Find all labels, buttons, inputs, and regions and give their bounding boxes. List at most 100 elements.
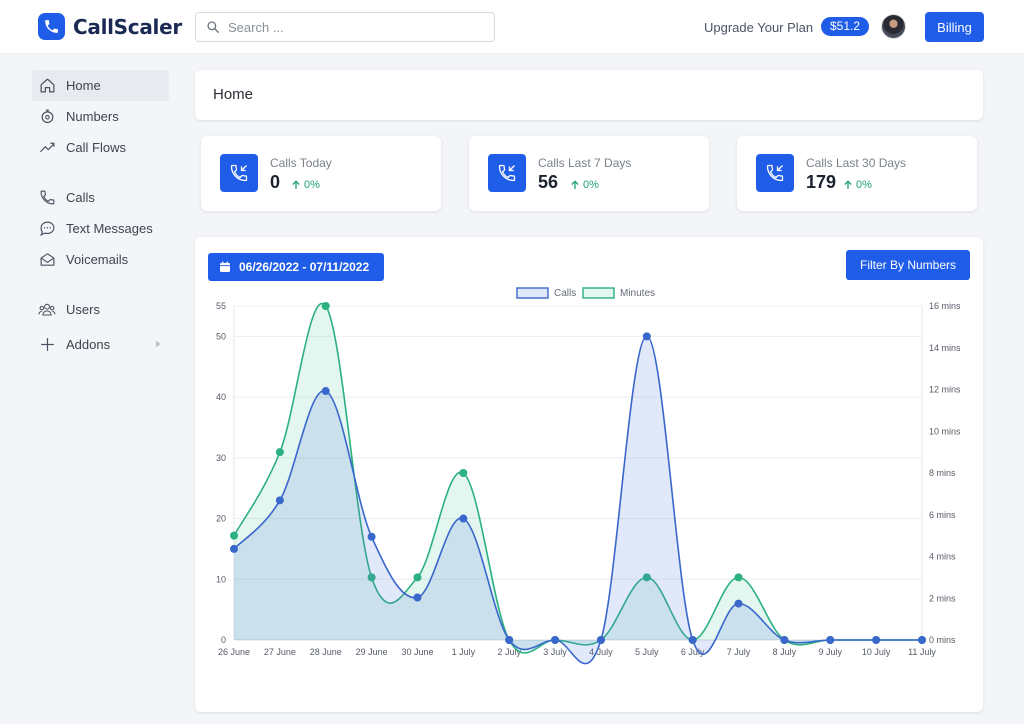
x-tick-label: 7 July <box>727 647 751 657</box>
minutes-area <box>234 303 922 653</box>
minutes-point <box>734 573 743 582</box>
y2-tick-label: 10 mins <box>929 426 961 436</box>
sidebar-item-label: Addons <box>66 337 111 352</box>
x-tick-label: 29 June <box>356 647 388 657</box>
y2-tick-label: 4 mins <box>929 552 956 562</box>
stat-card-calls-30-days: Calls Last 30 Days 179 0% <box>737 136 977 211</box>
minutes-point <box>230 531 238 540</box>
x-tick-label: 26 June <box>218 647 250 657</box>
caret-right-icon <box>156 341 161 347</box>
calls-point <box>413 593 422 602</box>
search-input[interactable] <box>228 19 478 35</box>
phone-logo-icon <box>38 13 65 40</box>
sidebar-item-calls[interactable]: Calls <box>32 182 169 213</box>
calls-point <box>826 636 835 644</box>
date-range-button[interactable]: 06/26/2022 - 07/11/2022 <box>208 253 384 281</box>
calls-point <box>505 636 514 644</box>
y-tick-label: 40 <box>216 392 226 402</box>
x-tick-label: 5 July <box>635 647 659 657</box>
calls-point <box>596 636 605 644</box>
envelope-icon <box>38 251 56 269</box>
plus-icon <box>38 336 56 354</box>
date-range-label: 06/26/2022 - 07/11/2022 <box>239 260 370 274</box>
calls-point <box>872 636 881 644</box>
sidebar-item-label: Calls <box>66 190 95 205</box>
x-tick-label: 1 July <box>452 647 476 657</box>
avatar[interactable] <box>881 14 906 39</box>
sidebar-item-label: Text Messages <box>66 221 153 236</box>
calls-point <box>780 636 789 644</box>
sidebar-item-label: Call Flows <box>66 140 126 155</box>
arrow-up-icon <box>292 180 300 189</box>
y-tick-label: 30 <box>216 453 226 463</box>
stat-change-value: 0% <box>583 179 599 191</box>
page-title: Home <box>213 86 254 103</box>
calendar-icon <box>220 261 230 272</box>
sidebar-item-addons[interactable]: Addons <box>32 329 169 360</box>
sidebar: Home Numbers Call Flows Calls Text Messa… <box>32 70 169 360</box>
x-tick-label: 27 June <box>264 647 296 657</box>
calls-point <box>551 636 560 644</box>
minutes-point <box>367 573 376 582</box>
stat-value: 56 <box>538 172 559 192</box>
legend-label: Calls <box>554 288 576 299</box>
calls-point <box>642 332 651 341</box>
sidebar-item-numbers[interactable]: Numbers <box>32 101 169 132</box>
stat-card-calls-7-days: Calls Last 7 Days 56 0% <box>469 136 709 211</box>
sidebar-item-label: Users <box>66 302 100 317</box>
x-tick-label: 9 July <box>819 647 843 657</box>
calls-point <box>459 514 468 523</box>
nav-divider <box>32 275 169 294</box>
legend-swatch-calls <box>516 287 549 299</box>
legend-label: Minutes <box>620 288 655 299</box>
chat-icon <box>38 220 56 238</box>
calls-point <box>275 496 284 505</box>
sidebar-item-users[interactable]: Users <box>32 294 169 325</box>
y-tick-label: 50 <box>216 331 226 341</box>
x-tick-label: 11 July <box>908 647 936 657</box>
stat-change-value: 0% <box>856 179 872 191</box>
billing-button[interactable]: Billing <box>925 12 984 42</box>
arrow-up-icon <box>844 180 852 189</box>
x-tick-label: 10 July <box>862 647 891 657</box>
top-bar: CallScaler Upgrade Your Plan $51.2 Billi… <box>0 0 1024 54</box>
arrow-up-icon <box>571 180 579 189</box>
incoming-call-icon <box>488 154 526 192</box>
x-tick-label: 4 July <box>589 647 613 657</box>
stat-value: 0 <box>270 172 281 192</box>
y2-tick-label: 12 mins <box>929 385 961 395</box>
x-tick-label: 30 June <box>401 647 433 657</box>
sidebar-item-home[interactable]: Home <box>32 70 169 101</box>
sidebar-item-label: Numbers <box>66 109 119 124</box>
search-icon <box>207 21 219 33</box>
upgrade-plan-link[interactable]: Upgrade Your Plan <box>704 20 814 35</box>
minutes-point <box>413 573 422 582</box>
y-tick-label: 20 <box>216 514 226 524</box>
calls-point <box>918 636 926 644</box>
stat-change-value: 0% <box>304 179 320 191</box>
y-tick-label: 0 <box>221 635 226 645</box>
calls-area <box>234 336 922 664</box>
stat-change: 0% <box>843 179 872 191</box>
page-header-card: Home <box>195 70 983 120</box>
sidebar-item-call-flows[interactable]: Call Flows <box>32 132 169 163</box>
stat-change: 0% <box>291 179 320 191</box>
calls-point <box>321 387 330 396</box>
minutes-line <box>233 302 922 654</box>
sidebar-item-text-messages[interactable]: Text Messages <box>32 213 169 244</box>
brand-logo[interactable]: CallScaler <box>38 13 182 40</box>
incoming-call-icon <box>756 154 794 192</box>
nav-divider <box>32 163 169 182</box>
stat-change: 0% <box>570 179 599 191</box>
sidebar-item-voicemails[interactable]: Voicemails <box>32 244 169 275</box>
stat-label: Calls Today <box>270 156 332 170</box>
x-tick-label: 6 July <box>681 647 705 657</box>
calls-point <box>734 599 743 608</box>
y2-tick-label: 2 mins <box>929 593 956 603</box>
minutes-point <box>459 469 468 477</box>
x-tick-label: 8 July <box>773 647 797 657</box>
stat-value: 179 <box>806 172 837 192</box>
search-box[interactable] <box>195 12 495 42</box>
minutes-point <box>275 448 284 457</box>
filter-by-numbers-button[interactable]: Filter By Numbers <box>846 250 970 280</box>
